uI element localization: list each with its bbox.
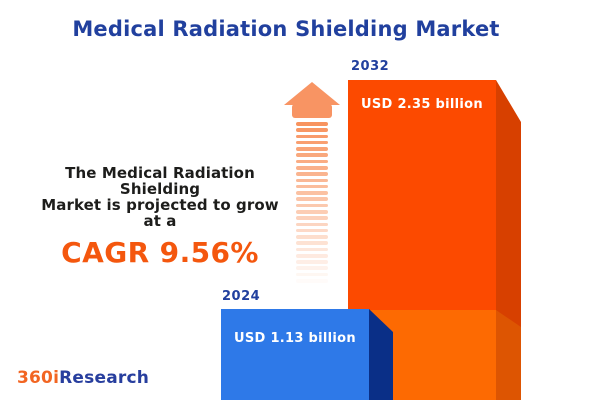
arrow-dash <box>296 172 328 176</box>
arrow-dash <box>296 147 328 151</box>
cagr-value: CAGR 9.56% <box>61 236 259 269</box>
arrow-dash <box>296 235 328 239</box>
promo-line-1: The Medical Radiation Shielding <box>65 164 255 198</box>
arrow-dash-stack <box>284 122 340 283</box>
arrow-dash <box>296 279 328 283</box>
arrow-dash <box>296 260 328 264</box>
promo-text: The Medical Radiation Shielding Market i… <box>36 165 284 269</box>
arrow-dash <box>296 197 328 201</box>
arrow-dash <box>296 128 328 132</box>
logo-research-part: Research <box>59 368 150 388</box>
arrow-dash <box>296 222 328 227</box>
arrow-up-icon <box>284 82 340 105</box>
arrow-dash <box>296 228 328 233</box>
bar-2032-year-label: 2032 <box>351 59 390 74</box>
arrow-dash <box>296 140 328 145</box>
arrow-dash <box>296 122 328 126</box>
arrow-dash <box>296 191 328 195</box>
promo-line-2: Market is projected to grow at a <box>41 196 279 230</box>
arrow-dash <box>296 184 328 189</box>
bar-2032-3d-side <box>496 80 521 400</box>
arrow-dash <box>296 216 328 220</box>
bar-2032-3d-side-lower <box>496 310 521 400</box>
logo-360i-part: 360i <box>17 368 60 388</box>
arrow-dash <box>296 203 328 208</box>
arrow-dash <box>296 178 328 183</box>
arrow-dash <box>296 134 328 139</box>
arrow-dash <box>296 253 328 258</box>
arrow-dash <box>296 241 328 245</box>
arrow-dash <box>296 153 328 157</box>
growth-arrow <box>284 82 340 285</box>
logo-360iresearch: 360iResearch <box>17 368 149 388</box>
arrow-dash <box>296 272 328 277</box>
arrow-dash <box>296 209 328 214</box>
bar-2024-year-label: 2024 <box>222 289 261 304</box>
bar-2024 <box>221 309 369 400</box>
arrow-dash <box>296 266 328 271</box>
bar-2032-value-label: USD 2.35 billion <box>361 97 483 112</box>
arrow-neck <box>292 104 332 118</box>
page-title: Medical Radiation Shielding Market <box>72 17 500 41</box>
arrow-dash <box>296 247 328 252</box>
bar-2024-value-label: USD 1.13 billion <box>234 331 356 346</box>
arrow-dash <box>296 159 328 164</box>
arrow-dash <box>296 165 328 170</box>
